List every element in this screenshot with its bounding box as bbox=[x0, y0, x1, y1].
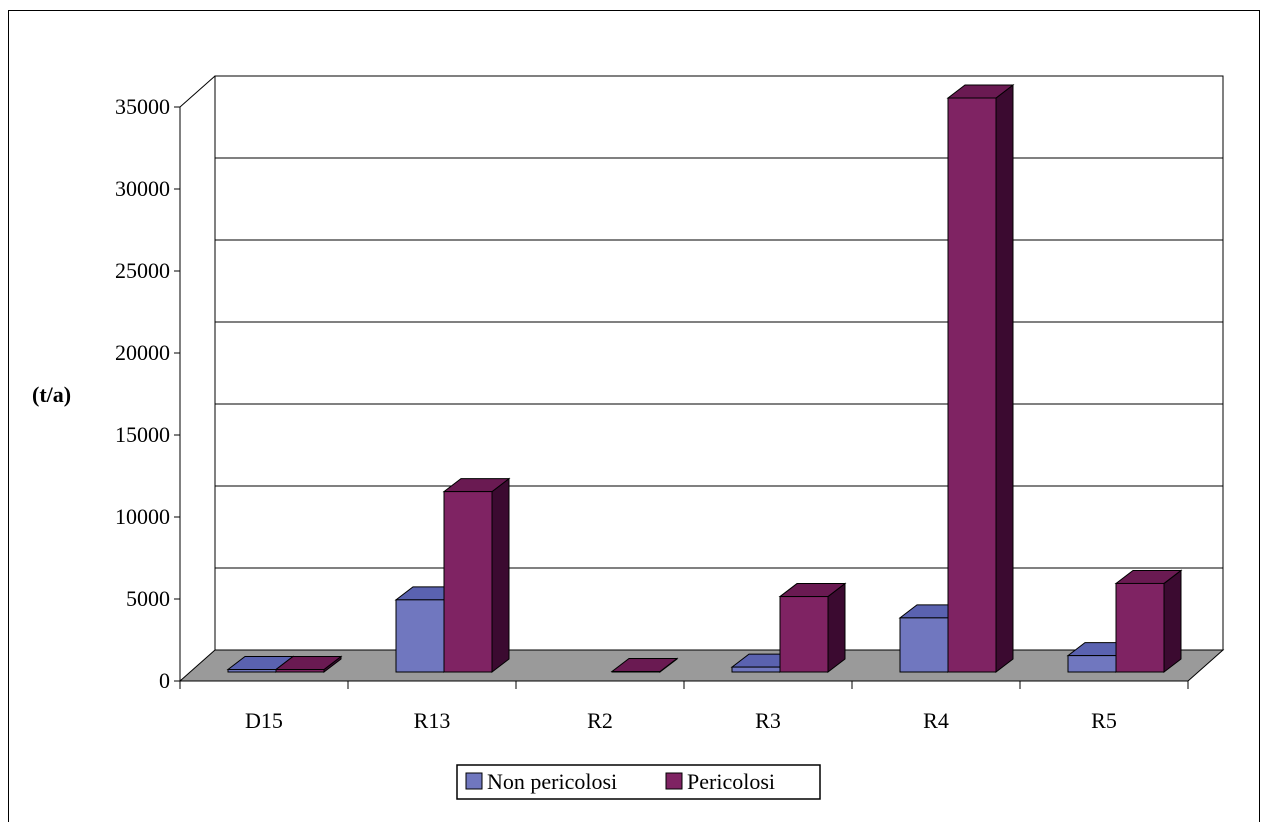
bar-front bbox=[611, 671, 661, 673]
bar-pericolosi-R2 bbox=[610, 657, 679, 674]
legend-swatch-pericolosi bbox=[665, 772, 683, 790]
y-tick-label: 0 bbox=[159, 668, 170, 693]
legend: Non pericolosi Pericolosi bbox=[456, 764, 821, 800]
bar-front bbox=[227, 669, 277, 673]
bar-pericolosi-R13 bbox=[442, 477, 511, 674]
legend-label-pericolosi: Pericolosi bbox=[687, 769, 775, 794]
chart-frame bbox=[8, 10, 1260, 822]
x-tick-label: R4 bbox=[923, 708, 949, 733]
bar-pericolosi-R4 bbox=[946, 83, 1015, 674]
bar-front bbox=[779, 596, 829, 673]
legend-label-non-pericolosi: Non pericolosi bbox=[487, 769, 617, 794]
bar-front bbox=[1067, 655, 1117, 673]
y-tick-label: 20000 bbox=[115, 340, 170, 365]
y-tick-label: 5000 bbox=[126, 586, 170, 611]
y-tick-label: 30000 bbox=[115, 176, 170, 201]
floor-plane bbox=[178, 649, 1225, 682]
x-tick-label: R2 bbox=[587, 708, 613, 733]
x-tick-label: R3 bbox=[755, 708, 781, 733]
bar-pericolosi-R3 bbox=[778, 582, 847, 674]
plot-back-wall bbox=[214, 75, 1224, 651]
bar-side bbox=[995, 83, 1014, 674]
bar-front bbox=[1115, 582, 1165, 673]
axes: 0 5000 10000 15000 20000 25000 30000 35000 D15 R1… bbox=[115, 94, 1189, 733]
x-tick-label: R5 bbox=[1091, 708, 1117, 733]
bar-front bbox=[731, 666, 781, 673]
y-tick-label: 25000 bbox=[115, 258, 170, 283]
bar-side bbox=[491, 477, 510, 674]
side-wall-top-edge bbox=[179, 75, 216, 108]
legend-box bbox=[456, 764, 821, 800]
bar-front bbox=[899, 617, 949, 673]
bar-front bbox=[275, 669, 325, 673]
y-axis-label: (t/a) bbox=[32, 382, 71, 407]
y-tick-label: 35000 bbox=[115, 94, 170, 119]
x-tick-label: R13 bbox=[414, 708, 451, 733]
bar-side bbox=[827, 582, 846, 674]
legend-swatch-non-pericolosi bbox=[465, 772, 483, 790]
bar-side bbox=[1163, 569, 1182, 674]
bar-pericolosi-D15 bbox=[274, 655, 343, 674]
x-tick-label: D15 bbox=[245, 708, 283, 733]
gridlines bbox=[179, 75, 1224, 651]
bar-front bbox=[443, 491, 493, 673]
y-tick-label: 10000 bbox=[115, 504, 170, 529]
bar-pericolosi-R5 bbox=[1114, 569, 1183, 674]
y-tick-label: 15000 bbox=[115, 422, 170, 447]
bar-front bbox=[947, 97, 997, 673]
bars bbox=[226, 83, 1183, 674]
chart-floor bbox=[178, 649, 1225, 682]
bar-front bbox=[395, 599, 445, 673]
